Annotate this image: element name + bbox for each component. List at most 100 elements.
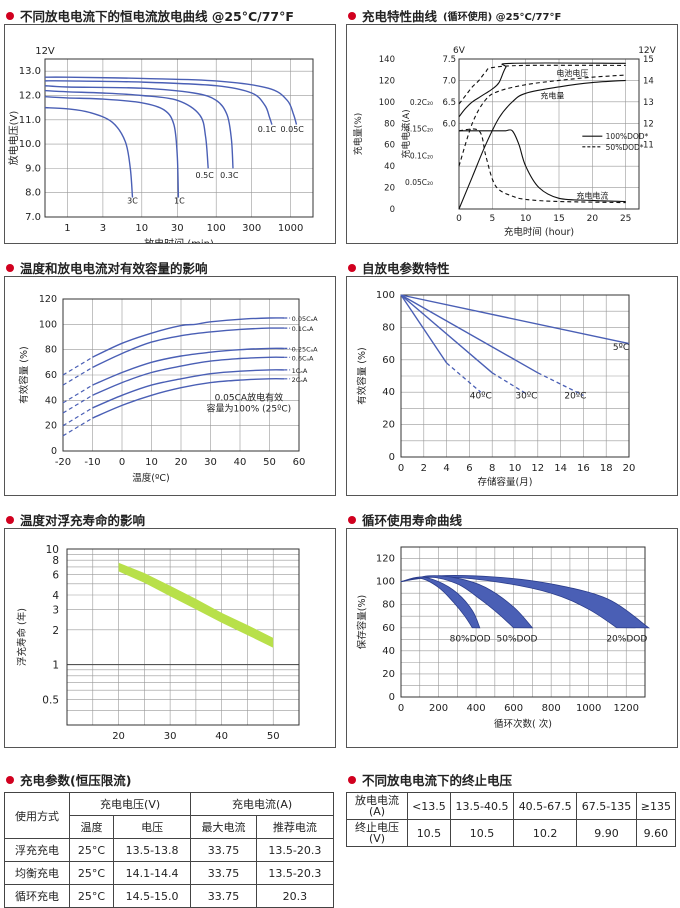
y-tick-label: 0	[389, 692, 395, 703]
x-tick-label: 10	[509, 463, 522, 474]
discharge-curve	[44, 76, 298, 125]
table-cell: 25°C	[69, 884, 114, 908]
voltage-12v-tick: 11	[643, 141, 654, 151]
x-axis-label: 放电时间 (min)	[144, 237, 214, 243]
self-discharge-line	[400, 294, 493, 374]
series-label: 80%DOD	[450, 635, 491, 645]
table-cell: 9.60	[635, 819, 677, 847]
self-discharge-tail	[537, 372, 584, 396]
x-tick-label: 0	[398, 463, 404, 474]
y-tick-label: 40	[45, 395, 57, 406]
x-tick-label: 25	[620, 214, 631, 224]
legend-label: 50%DOD*	[606, 143, 644, 152]
table-cell: <13.5	[407, 792, 451, 820]
x-tick-label: 8	[489, 463, 495, 474]
x-tick-label: -10	[84, 457, 100, 468]
y-tick-label: 20	[45, 421, 57, 432]
cycle-life-band	[400, 575, 534, 629]
series-label: 0.05CₐA	[292, 315, 319, 323]
x-tick-label: 0	[119, 457, 125, 468]
section-title-self-discharge: 自放电参数特性	[348, 258, 450, 277]
x-tick-label: 50	[263, 457, 276, 468]
table-cell: 10.5	[407, 819, 451, 847]
y-tick-label: 60	[382, 355, 395, 366]
y-tick-label: 120	[39, 294, 57, 305]
x-tick-label: 50	[267, 731, 280, 742]
bullet-icon	[6, 11, 14, 20]
section-title-text: 自放电参数特性	[362, 261, 450, 276]
row-label-current: 放电电流 (A)	[346, 792, 408, 820]
table-cell: 67.5-135	[576, 792, 637, 820]
series-label: 0.5C	[196, 171, 215, 180]
y-tick-label: 120	[376, 554, 395, 565]
series-label: 0.1C	[258, 125, 277, 134]
x-tick-label: 40	[215, 731, 228, 742]
x-tick-label: 0	[456, 214, 462, 224]
voltage-curve-label: 电池电压	[556, 68, 588, 78]
x-tick-label: 10	[520, 214, 532, 224]
cutoff-voltage-table: 放电电流 (A) <13.5 13.5-40.5 40.5-67.5 67.5-…	[346, 792, 677, 847]
y-tick-label: 60	[382, 623, 395, 634]
table-cell: 13.5-13.8	[112, 838, 192, 862]
x-tick-label: 6	[466, 463, 472, 474]
panel-temperature: -20 -10 0 10 20 30 40 50 60 0 20 40 60 80 100 120 温度(ºC)…	[4, 276, 336, 496]
x-tick-label: 1200	[614, 703, 639, 714]
voltage-12v-tick: 15	[643, 55, 654, 65]
table-row: 循环充电 25°C 14.5-15.0 33.75 20.3	[4, 884, 335, 908]
y-tick-label: 40	[382, 387, 395, 398]
y-tick-label: 100	[376, 290, 395, 301]
x-tick-label: -20	[55, 457, 71, 468]
series-label: 0.3C	[220, 171, 239, 180]
current-tick: 0.1C₂₀	[410, 151, 433, 160]
y-tick-label: 0.5	[42, 694, 59, 706]
x-tick-label: 10	[135, 223, 148, 234]
x-tick-label: 60	[293, 457, 306, 468]
section-title-charge-params: 充电参数(恒压限流)	[6, 770, 131, 789]
header-mode: 使用方式	[4, 792, 70, 839]
x-tick-label: 1000	[576, 703, 601, 714]
voltage-6v-tick: 7.0	[442, 76, 456, 86]
y-axis-label: 浮充寿命 (年)	[16, 608, 28, 666]
discharge-curve	[44, 80, 273, 125]
table-cell: 循环充电	[4, 884, 70, 908]
subheader-volt: 电压	[112, 815, 192, 839]
section-title-charge: 充电特性曲线 (循环使用) @25°C/77°F	[348, 6, 561, 25]
x-axis-label: 存储容量(月)	[478, 476, 533, 488]
subheader-temp: 温度	[69, 815, 114, 839]
plot-frame	[44, 58, 314, 218]
self-discharge-line	[400, 294, 539, 374]
y-tick-label: 100	[39, 319, 57, 330]
panel-self-discharge: 0 2 4 6 8 10 12 14 16 18 20 0 20 40 60 80 100 存储容量(月) 有效容量…	[346, 276, 678, 496]
x-tick-label: 18	[600, 463, 613, 474]
x-tick-label: 40	[234, 457, 247, 468]
note-label: 0.05CA放电有效	[215, 391, 283, 403]
y-axis-label: 保存容量(%)	[356, 595, 368, 649]
table-row: 放电电流 (A) <13.5 13.5-40.5 40.5-67.5 67.5-…	[346, 792, 677, 820]
voltage-6v-tick: 6.0	[442, 119, 456, 129]
section-title-temperature: 温度和放电电流对有效容量的影响	[6, 258, 208, 277]
x-tick-label: 200	[429, 703, 448, 714]
y-axis-label: 放电电压(V)	[7, 111, 20, 166]
x-tick-label: 600	[504, 703, 523, 714]
section-title-cycle-life: 循环使用寿命曲线	[348, 510, 462, 529]
y-tick-label: 20	[382, 669, 395, 680]
section-subtitle-text: (循环使用) @25°C/77°F	[443, 12, 562, 23]
x-tick-label: 20	[112, 731, 125, 742]
voltage-label: 12V	[35, 46, 55, 57]
capacity-curve	[92, 369, 285, 409]
bullet-icon	[348, 775, 356, 784]
y-axis-label: 有效容量 (%)	[18, 346, 30, 403]
x-tick-label: 0	[398, 703, 404, 714]
voltage-12v-tick: 13	[643, 98, 654, 108]
y-tick-label: 60	[45, 370, 57, 381]
section-title-cutoff: 不同放电电流下的终止电压	[348, 770, 512, 789]
subheader-rec: 推荐电流	[255, 815, 335, 839]
capacity-tick: 140	[379, 55, 395, 65]
y-tick-label: 12.0	[19, 90, 41, 101]
series-label: 1CₐA	[292, 367, 308, 375]
x-tick-label: 15	[553, 214, 564, 224]
y-tick-label: 100	[376, 577, 395, 588]
charge-curve	[458, 129, 626, 203]
capacity-tick: 120	[379, 76, 395, 86]
